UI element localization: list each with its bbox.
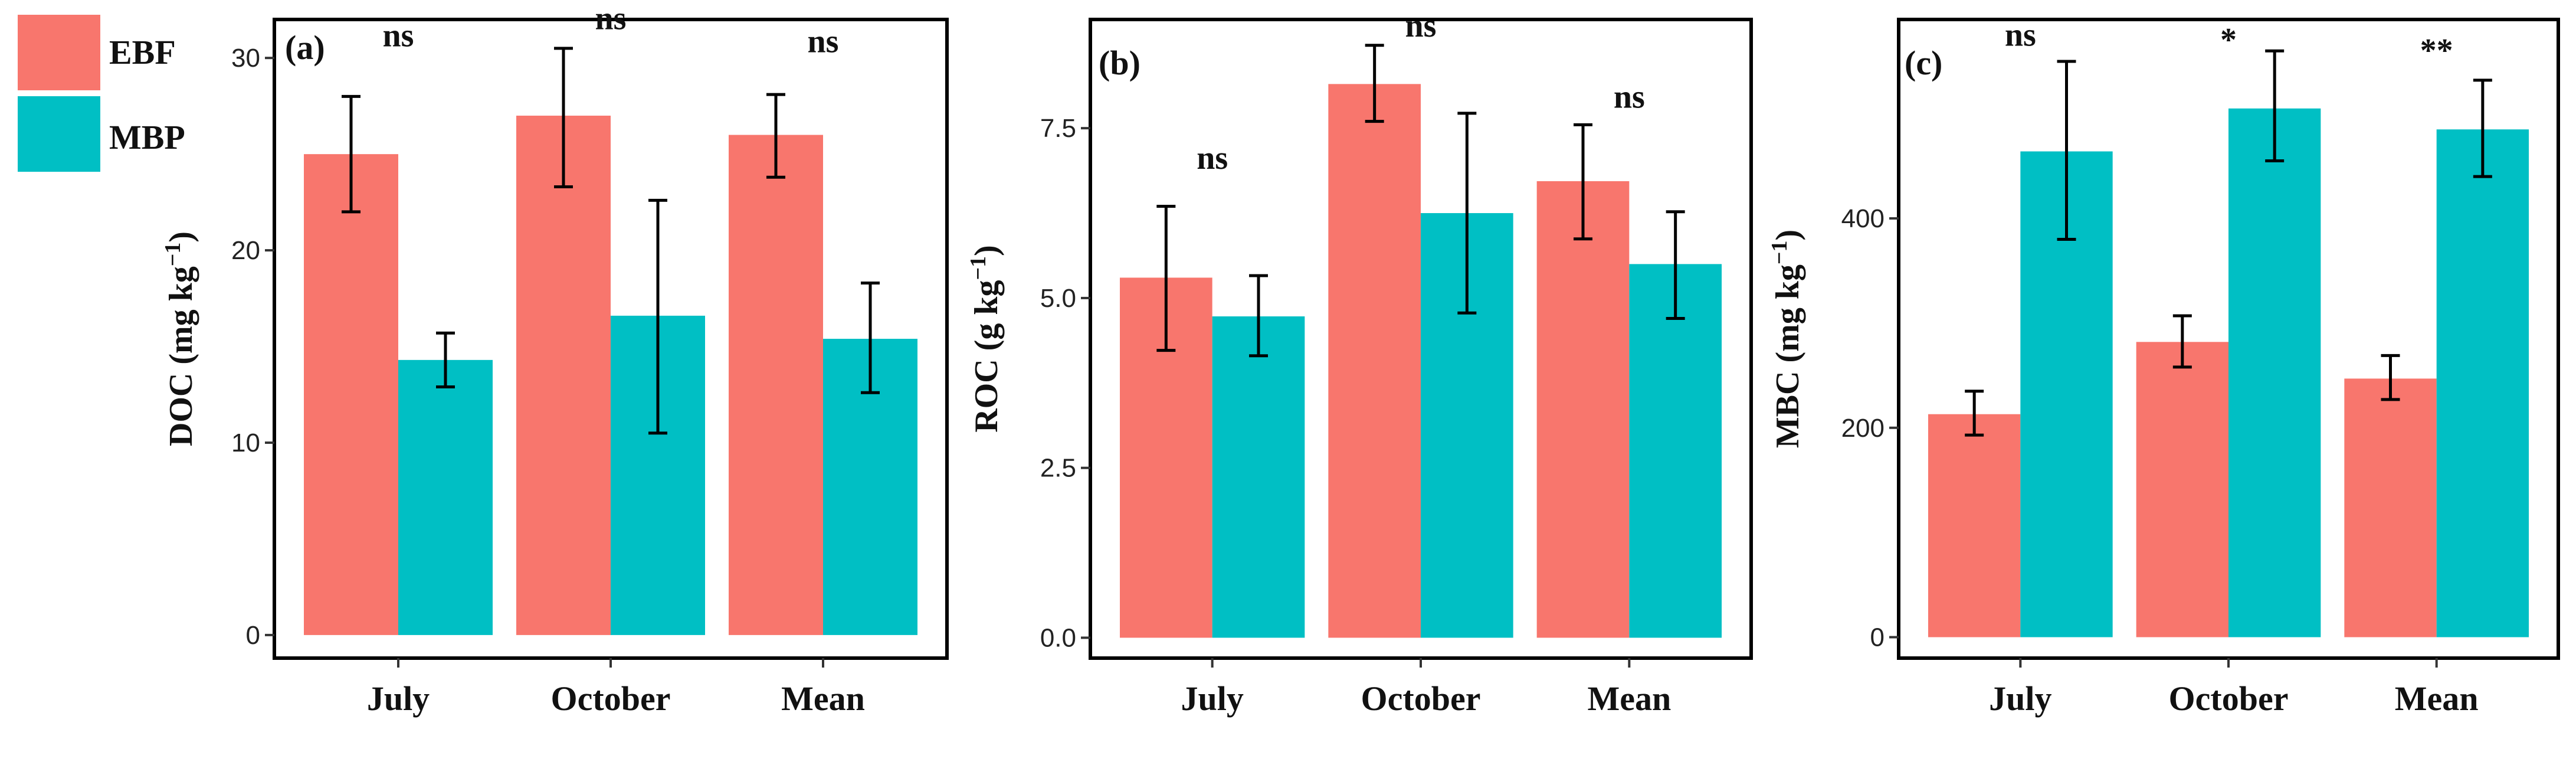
significance-labels: ns ns ns: [383, 0, 839, 60]
error-bar-mbp-mean: [1666, 210, 1685, 320]
significance-label-october: *: [2220, 22, 2237, 58]
error-bars-group: [342, 47, 880, 435]
error-bars-group: [1965, 49, 2492, 437]
bars-group: [1928, 108, 2529, 637]
significance-label-july: ns: [2005, 17, 2036, 53]
y-axis: 0 10 20 30: [231, 44, 274, 650]
error-bar-mbp-october: [648, 198, 667, 435]
bar-mbp-july: [1212, 316, 1305, 638]
error-bar-mbp-october: [1457, 112, 1477, 315]
y-axis: 0 200 400: [1841, 204, 1899, 652]
bar-ebf-mean: [2344, 378, 2437, 637]
bar-ebf-mean: [1536, 181, 1630, 638]
significance-labels: ns ns ns: [1197, 8, 1645, 176]
y-axis-title-main: MBC (mg kg: [1769, 264, 1806, 448]
x-axis: July October Mean: [367, 658, 865, 718]
x-tick-label-mean: Mean: [1587, 679, 1671, 718]
legend-label-ebf: EBF: [109, 33, 176, 71]
x-tick-label-october: October: [2169, 679, 2289, 718]
y-axis-title-sup: −1: [1767, 240, 1792, 264]
error-bar-mbp-mean: [2473, 79, 2492, 178]
error-bar-mbp-july: [436, 331, 455, 388]
x-tick-label-july: July: [1181, 679, 1243, 718]
error-bar-mbp-july: [2057, 60, 2076, 241]
bar-mbp-october: [2228, 108, 2321, 637]
legend: EBF MBP: [18, 15, 185, 172]
y-axis-title-end: ): [1769, 230, 1806, 241]
y-tick-label: 20: [231, 236, 260, 265]
error-bar-mbp-mean: [861, 281, 880, 394]
x-tick-label-mean: Mean: [2395, 679, 2479, 718]
y-axis-title-end: ): [968, 245, 1005, 256]
panel-a: 0 10 20 30 July October Mean ns ns ns (a) DOC (…: [160, 0, 949, 718]
significance-labels: ns * **: [2005, 17, 2453, 69]
x-tick-label-october: October: [551, 679, 671, 718]
y-tick-label: 5.0: [1040, 284, 1076, 313]
y-axis-title: MBC (mg kg−1): [1767, 230, 1806, 448]
bar-ebf-october: [516, 115, 611, 635]
significance-label-october: ns: [1405, 8, 1437, 44]
x-tick-label-october: October: [1361, 679, 1481, 718]
error-bar-ebf-mean: [766, 93, 785, 179]
y-tick-label: 200: [1841, 414, 1885, 443]
bar-ebf-july: [1928, 414, 2021, 637]
y-tick-label: 0: [1870, 623, 1885, 652]
y-tick-label: 400: [1841, 204, 1885, 233]
error-bar-ebf-october: [1365, 44, 1384, 123]
significance-label-july: ns: [383, 18, 414, 54]
error-bar-ebf-mean: [2381, 354, 2400, 401]
panel-label: (b): [1099, 44, 1140, 82]
significance-label-mean: **: [2420, 32, 2453, 69]
error-bar-ebf-july: [1156, 205, 1176, 352]
y-axis-title-main: DOC (mg kg: [163, 266, 199, 446]
error-bars-group: [1156, 44, 1685, 358]
significance-label-mean: ns: [1614, 79, 1645, 116]
bars-group: [1120, 84, 1722, 638]
y-tick-label: 7.5: [1040, 114, 1076, 143]
x-tick-label-mean: Mean: [781, 679, 865, 718]
legend-label-mbp: MBP: [109, 118, 185, 156]
y-tick-label: 0.0: [1040, 623, 1076, 652]
y-tick-label: 2.5: [1040, 454, 1076, 483]
bar-ebf-october: [2136, 342, 2228, 637]
legend-swatch-ebf: [18, 15, 100, 90]
bar-ebf-mean: [729, 135, 823, 635]
x-axis: July October Mean: [1989, 658, 2479, 718]
y-axis-title-sup: −1: [160, 243, 185, 267]
significance-label-mean: ns: [808, 23, 839, 60]
significance-label-july: ns: [1197, 140, 1228, 176]
bar-mbp-july: [398, 359, 493, 635]
error-bar-ebf-october: [2172, 314, 2192, 369]
bars-group: [304, 115, 917, 635]
error-bar-ebf-july: [342, 94, 360, 214]
y-axis-title-main: ROC (g kg: [968, 280, 1005, 433]
bar-ebf-october: [1328, 84, 1421, 638]
error-bar-mbp-july: [1249, 274, 1268, 358]
x-tick-label-july: July: [367, 679, 430, 718]
y-axis-title-sup: −1: [966, 256, 991, 280]
y-tick-label: 10: [231, 429, 260, 457]
y-axis-title-end: ): [163, 231, 199, 243]
panel-label: (a): [285, 28, 325, 67]
significance-label-october: ns: [595, 0, 627, 37]
panel-label: (c): [1905, 44, 1942, 82]
x-axis: July October Mean: [1181, 658, 1671, 718]
error-bar-ebf-mean: [1574, 123, 1592, 241]
error-bar-ebf-july: [1965, 390, 1984, 437]
error-bar-mbp-october: [2265, 49, 2285, 162]
bar-mbp-mean: [2436, 129, 2529, 637]
y-axis-title: DOC (mg kg−1): [160, 231, 199, 446]
y-axis-title: ROC (g kg−1): [966, 245, 1005, 433]
error-bar-ebf-october: [554, 47, 573, 189]
bar-mbp-mean: [1629, 264, 1722, 638]
y-tick-label: 0: [246, 621, 260, 650]
legend-swatch-mbp: [18, 96, 100, 172]
y-axis: 0.0 2.5 5.0 7.5: [1040, 114, 1090, 652]
bar-ebf-july: [304, 154, 398, 635]
y-tick-label: 30: [231, 44, 260, 73]
x-tick-label-july: July: [1989, 679, 2051, 718]
